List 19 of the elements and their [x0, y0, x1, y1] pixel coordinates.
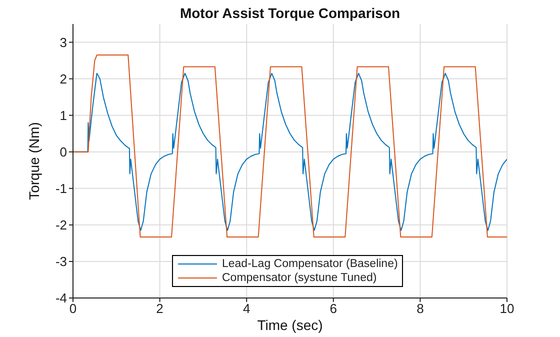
x-tick-label: 8	[416, 301, 424, 316]
y-tick-label: -2	[55, 218, 67, 233]
x-tick-label: 10	[500, 301, 514, 316]
x-axis-title: Time (sec)	[257, 317, 323, 333]
y-axis-title: Torque (Nm)	[26, 122, 42, 200]
y-tick-label: 2	[60, 71, 67, 86]
x-tick-label: 0	[69, 301, 77, 316]
y-tick-label: -4	[55, 290, 67, 306]
chart-title: Motor Assist Torque Comparison	[178, 5, 402, 21]
y-tick-label: -3	[55, 254, 67, 270]
x-tick-label: 2	[156, 301, 164, 316]
x-tick-label: 6	[330, 301, 338, 316]
x-tick-label: 4	[242, 301, 250, 316]
y-tick-label: -1	[55, 181, 67, 196]
y-tick-label: 3	[60, 34, 67, 50]
legend-label: Compensator (systune Tuned)	[222, 271, 377, 285]
y-tick-label: 0	[60, 144, 67, 160]
y-tick-label: 1	[60, 108, 67, 123]
legend-label: Lead-Lag Compensator (Baseline)	[222, 257, 398, 271]
